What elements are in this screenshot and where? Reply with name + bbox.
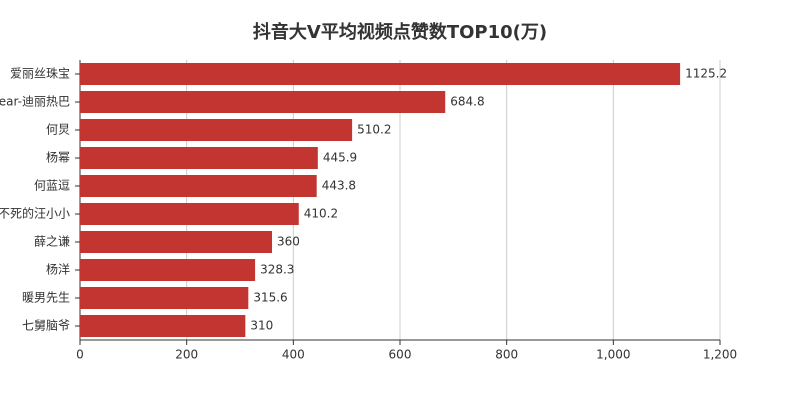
x-tick-label: 0 bbox=[76, 348, 84, 362]
bar bbox=[80, 147, 318, 169]
bar bbox=[80, 63, 681, 85]
x-tick-label: 1,000 bbox=[596, 348, 630, 362]
x-tick-label: 400 bbox=[282, 348, 305, 362]
chart-title: 抖音大V平均视频点赞数TOP10(万) bbox=[253, 21, 547, 43]
bar bbox=[80, 231, 272, 253]
value-label: 310 bbox=[250, 319, 273, 333]
y-tick-label: 何蓝逗 bbox=[34, 179, 70, 193]
value-label: 445.9 bbox=[323, 151, 357, 165]
x-tick-label: 800 bbox=[495, 348, 518, 362]
value-label: 510.2 bbox=[357, 123, 391, 137]
bar bbox=[80, 175, 317, 197]
bar bbox=[80, 91, 446, 113]
value-label: 328.3 bbox=[260, 263, 294, 277]
bar bbox=[80, 315, 246, 337]
value-label: 1125.2 bbox=[685, 67, 727, 81]
bar bbox=[80, 287, 249, 309]
x-tick-label: 1,200 bbox=[703, 348, 737, 362]
y-tick-label: 不死的汪小小 bbox=[0, 206, 70, 221]
y-tick-label: 薛之谦 bbox=[34, 235, 70, 249]
value-label: 443.8 bbox=[322, 179, 356, 193]
y-tick-label: 七舅脑爷 bbox=[22, 319, 70, 333]
y-tick-label: 杨洋 bbox=[46, 262, 70, 277]
bar bbox=[80, 119, 353, 141]
y-tick-label: 杨幂 bbox=[46, 150, 70, 165]
x-tick-label: 600 bbox=[389, 348, 412, 362]
value-label: 315.6 bbox=[253, 291, 287, 305]
value-label: 684.8 bbox=[450, 95, 484, 109]
y-tick-label: 何炅 bbox=[46, 123, 70, 137]
y-tick-label: 爱丽丝珠宝 bbox=[10, 67, 70, 81]
value-label: 410.2 bbox=[304, 207, 338, 221]
y-tick-label: ear-迪丽热巴 bbox=[0, 95, 70, 109]
y-tick-label: 暖男先生 bbox=[22, 291, 70, 305]
value-label: 360 bbox=[277, 235, 300, 249]
bar bbox=[80, 203, 299, 225]
x-tick-label: 200 bbox=[175, 348, 198, 362]
bar bbox=[80, 259, 256, 281]
